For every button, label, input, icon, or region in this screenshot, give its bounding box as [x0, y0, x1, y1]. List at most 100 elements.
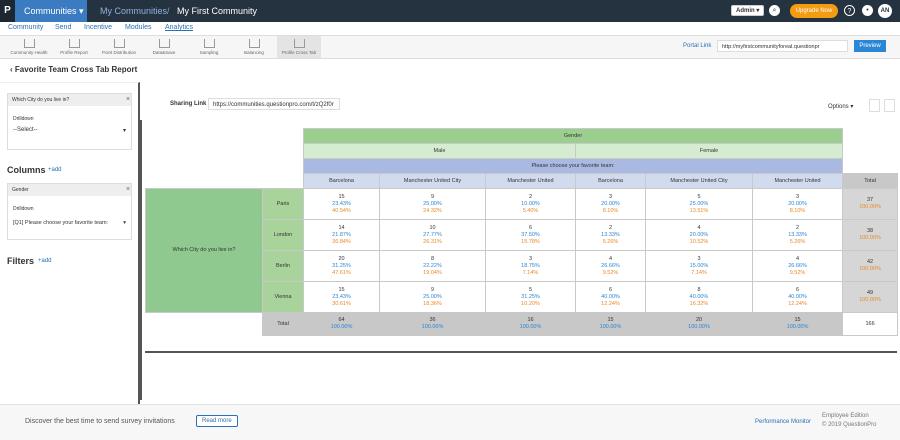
count: 4	[697, 224, 701, 231]
add-column[interactable]: +add	[48, 167, 62, 173]
filters-heading: Filters	[7, 256, 35, 266]
data-cell: 6 37.50% 15.78%	[485, 219, 576, 251]
data-cell: 9 25.00% 24.32%	[379, 188, 486, 220]
count: 20	[338, 255, 345, 262]
tool-label: Profile Report	[60, 50, 88, 55]
help-button[interactable]: ?	[844, 5, 855, 16]
remove-button[interactable]: ×	[126, 96, 131, 103]
notifications-button[interactable]: •	[862, 5, 873, 16]
grand-total: 166	[842, 312, 899, 336]
percent: 100.00%	[330, 324, 353, 330]
data-cell: 15 23.43% 30.61%	[303, 281, 380, 313]
count: 15	[338, 193, 345, 200]
drilldown-select[interactable]: [Q1] Please choose your favorite team: ▾	[13, 220, 126, 226]
edition: Employee Edition	[822, 413, 869, 419]
drilldown-value: --Select--	[13, 127, 38, 133]
row-percent: 10.52%	[689, 238, 709, 245]
brand-menu[interactable]: Communities ▾	[15, 0, 87, 22]
column-percent: 13.33%	[601, 231, 620, 238]
column-percent: 25.00%	[423, 200, 442, 207]
data-cell: 10 27.77% 26.31%	[379, 219, 486, 251]
export-icon[interactable]	[869, 99, 880, 112]
blank	[146, 159, 304, 174]
column-box: Gender × Drilldown [Q1] Please choose yo…	[7, 183, 132, 240]
nav-item[interactable]: Analytics	[165, 24, 194, 31]
count: 37	[866, 197, 874, 203]
count: 5	[697, 193, 701, 200]
nav-item[interactable]: Modules	[125, 24, 152, 31]
column-percent: 23.43%	[332, 293, 351, 300]
total-header: Total	[842, 173, 899, 189]
page-title-text: Favorite Team Cross Tab Report	[14, 65, 138, 74]
group-row: Male Female	[146, 143, 898, 159]
percent: 100.00%	[519, 324, 542, 330]
column-percent: 23.43%	[332, 200, 351, 207]
tool-button[interactable]: Community Health	[7, 36, 51, 58]
tool-label: Community Health	[10, 50, 48, 55]
sharing-url[interactable]: https://communities.questionpro.com/t/zQ…	[208, 98, 340, 110]
nav-item[interactable]: Incentive	[84, 24, 113, 31]
search-button[interactable]: ⌕	[769, 5, 780, 16]
column-header: Barcelona	[303, 173, 380, 189]
column-question: Gender	[8, 184, 131, 196]
tool-button[interactable]: Balancing	[232, 36, 276, 58]
column-percent: 26.66%	[601, 262, 620, 269]
total-cell: 16 100.00%	[485, 312, 576, 336]
data-cell: 6 40.00% 12.24%	[751, 281, 844, 313]
preview-button[interactable]: Preview	[854, 40, 886, 52]
row-percent: 12.24%	[601, 300, 620, 307]
drilldown-label: Drilldown	[13, 206, 34, 212]
row-percent: 12.24%	[788, 300, 807, 307]
avatar[interactable]: AN	[878, 4, 892, 18]
performance-link[interactable]: Performance Monitor	[755, 419, 812, 425]
tool-label: Sampling	[199, 50, 219, 55]
tool-button[interactable]: Profile Report	[52, 36, 96, 58]
data-row: Which City do you live in? Paris 15 23.43% 4…	[145, 188, 899, 313]
row-label: Berlin	[262, 250, 304, 282]
percent: 100.00%	[688, 324, 710, 330]
top-bar: P Communities ▾ My Communities / My Firs…	[0, 0, 900, 22]
total-cell: 15 100.00%	[751, 312, 844, 336]
breadcrumb-link[interactable]: My Communities	[100, 6, 168, 16]
options-menu[interactable]: Options ▾	[828, 104, 854, 110]
breadcrumb-current: My First Community	[177, 6, 258, 16]
count: 42	[866, 259, 874, 265]
portal-url[interactable]: http://myfirstcommunityforeal.questionpr	[717, 40, 848, 52]
tool-button[interactable]: Point Distribution	[97, 36, 141, 58]
row-percent: 7.14%	[691, 269, 707, 276]
row-percent: 16.32%	[689, 300, 709, 307]
data-cell: 3 20.00% 8.10%	[751, 188, 844, 220]
percent: 100.00%	[859, 297, 881, 303]
data-cell: 8 40.00% 16.32%	[645, 281, 753, 313]
percent: 100.00%	[859, 266, 881, 272]
user-menu[interactable]: Admin ▾	[731, 5, 765, 16]
percent: 100.00%	[421, 324, 444, 330]
tool-button[interactable]: Data&Save	[142, 36, 186, 58]
add-filter[interactable]: +add	[38, 258, 52, 264]
row-filter-box: Which City do you live in? × Drilldown -…	[7, 93, 132, 150]
row-total: 42 100.00%	[842, 250, 899, 282]
logo[interactable]: P	[0, 0, 15, 22]
count: 6	[608, 286, 613, 293]
tool-button[interactable]: Sampling	[187, 36, 231, 58]
column-percent: 31.25%	[521, 293, 540, 300]
data-cell: 14 21.87% 36.84%	[303, 219, 380, 251]
tool-icon	[204, 39, 215, 48]
data-cell: 2 13.33% 5.26%	[751, 219, 844, 251]
read-more-button[interactable]: Read more	[196, 415, 238, 427]
nav-item[interactable]: Send	[55, 24, 72, 31]
column-percent: 21.87%	[332, 231, 351, 238]
drilldown-select[interactable]: --Select-- ▾	[13, 127, 126, 134]
tool-label: Data&Save	[152, 50, 176, 55]
row-percent: 24.32%	[423, 207, 442, 214]
nav-item[interactable]: Community	[8, 24, 44, 31]
data-cell: 6 40.00% 12.24%	[575, 281, 646, 313]
tool-button[interactable]: Profile Cross Tab	[277, 36, 321, 58]
remove-button[interactable]: ×	[126, 186, 131, 193]
upgrade-button[interactable]: Upgrade Now	[790, 4, 838, 18]
column-percent: 40.00%	[601, 293, 620, 300]
percent: 100.00%	[599, 324, 622, 330]
data-row: Vienna 15 23.43% 30.61% 9 25.00% 18.36% 5 31.25%…	[146, 281, 899, 313]
export-icon[interactable]	[884, 99, 895, 112]
row-percent: 9.52%	[602, 269, 619, 276]
